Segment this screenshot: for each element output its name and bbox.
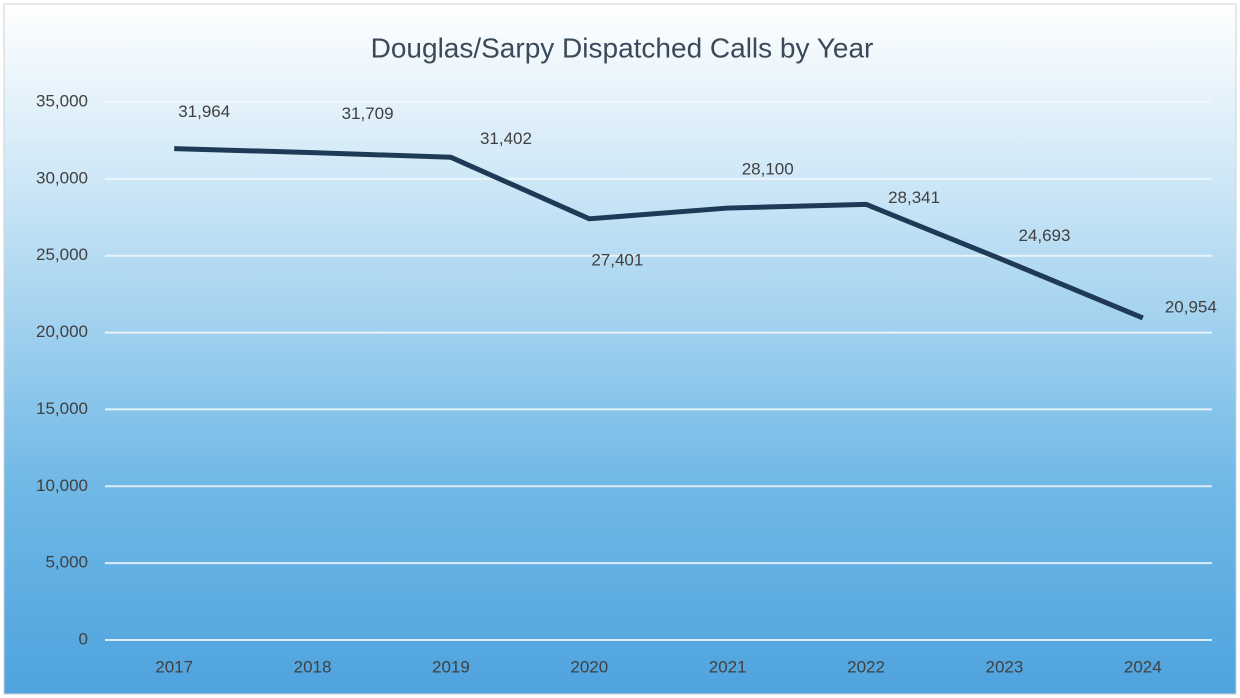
x-tick-label: 2018: [294, 657, 332, 676]
chart-title: Douglas/Sarpy Dispatched Calls by Year: [371, 32, 874, 63]
x-tick-label: 2021: [709, 657, 747, 676]
data-label: 31,964: [178, 102, 230, 121]
data-label: 24,693: [1018, 226, 1070, 245]
y-tick-label: 35,000: [36, 91, 88, 110]
y-tick-label: 0: [79, 629, 88, 648]
y-tick-label: 5,000: [45, 553, 88, 572]
x-tick-label: 2022: [847, 657, 885, 676]
data-line: [174, 146, 1144, 321]
data-label: 28,100: [742, 160, 794, 179]
y-tick-label: 10,000: [36, 476, 88, 495]
data-label: 31,402: [480, 129, 532, 148]
y-tick-label: 15,000: [36, 399, 88, 418]
chart-background: [3, 3, 1237, 695]
y-tick-label: 30,000: [36, 168, 88, 187]
data-label: 31,709: [342, 104, 394, 123]
x-tick-label: 2024: [1124, 657, 1162, 676]
x-tick-label: 2023: [986, 657, 1024, 676]
y-tick-label: 25,000: [36, 245, 88, 264]
data-label: 20,954: [1165, 297, 1217, 316]
data-label: 28,341: [888, 188, 940, 207]
x-tick-label: 2019: [432, 657, 470, 676]
x-tick-label: 2017: [155, 657, 193, 676]
data-label: 27,401: [591, 250, 643, 269]
x-tick-label: 2020: [570, 657, 608, 676]
y-tick-label: 20,000: [36, 322, 88, 341]
